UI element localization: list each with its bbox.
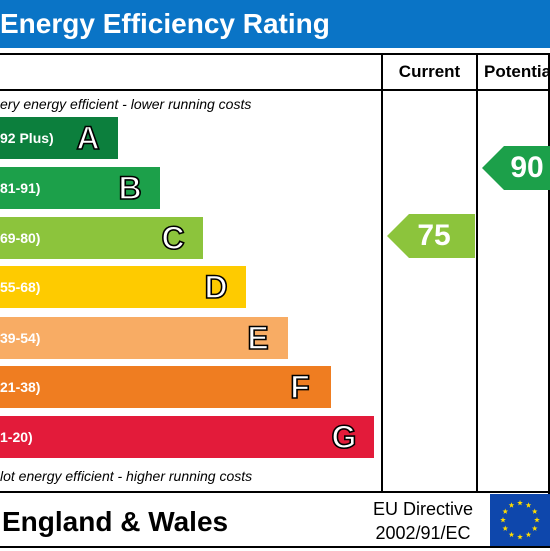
- band-f: 21-38) F: [0, 366, 331, 408]
- bottom-note: lot energy efficient - higher running co…: [0, 468, 253, 484]
- band-d-letter: D: [204, 268, 229, 306]
- eu-star-icon: [531, 508, 538, 514]
- header-divider: [0, 89, 550, 91]
- band-f-range: 21-38): [0, 379, 41, 395]
- band-b-range: 81-91): [0, 180, 41, 196]
- top-note: ery energy efficient - lower running cos…: [0, 96, 252, 112]
- chart-title: Energy Efficiency Rating: [0, 8, 330, 39]
- current-column-divider: [381, 53, 383, 493]
- band-c: 69-80) C: [0, 217, 203, 259]
- band-b-letter: B: [118, 169, 143, 207]
- band-d-range: 55-68): [0, 279, 41, 295]
- rating-frame: [0, 53, 550, 548]
- footer-divider: [0, 491, 550, 493]
- current-column-header: Current: [398, 62, 461, 81]
- current-rating-arrow: [387, 214, 475, 258]
- eu-star-icon: [517, 500, 523, 506]
- eu-directive: EU Directive 2002/91/EC: [364, 497, 482, 545]
- eu-star-icon: [525, 502, 532, 508]
- potential-column-divider: [476, 53, 478, 493]
- band-e-letter: E: [247, 319, 270, 357]
- eu-star-icon: [531, 525, 538, 531]
- band-e: 39-54) E: [0, 317, 288, 359]
- band-g-range: 1-20): [0, 429, 33, 445]
- potential-rating-value: 90: [510, 151, 544, 184]
- eu-star-icon: [525, 531, 532, 538]
- eu-star-icon: [517, 534, 523, 540]
- current-rating-value: 75: [417, 219, 451, 252]
- title-bar: [0, 0, 550, 48]
- band-g-letter: G: [331, 418, 357, 456]
- band-e-range: 39-54): [0, 330, 41, 346]
- band-a-range: 92 Plus): [0, 130, 54, 146]
- band-f-letter: F: [289, 368, 310, 406]
- eu-star-icon: [502, 525, 509, 531]
- eu-star-icon: [508, 502, 515, 508]
- eu-star-icon: [534, 517, 540, 523]
- potential-column-header: Potentia: [484, 62, 550, 81]
- potential-rating-arrow: [482, 146, 550, 190]
- band-g: 1-20) G: [0, 416, 374, 458]
- eu-directive-line1: EU Directive: [372, 499, 474, 519]
- eu-star-icon: [500, 517, 506, 523]
- potential-arrow-shape: [482, 146, 550, 190]
- eu-star-icon: [502, 508, 509, 514]
- band-a-letter: A: [76, 119, 101, 157]
- eu-stars: [500, 500, 540, 540]
- current-arrow-shape: [387, 214, 475, 258]
- band-b: 81-91) B: [0, 167, 160, 209]
- band-c-range: 69-80): [0, 230, 41, 246]
- band-d: 55-68) D: [0, 266, 246, 308]
- eu-directive-line2: 2002/91/EC: [375, 523, 471, 543]
- eu-star-icon: [508, 531, 515, 538]
- eu-flag-icon: [490, 494, 550, 546]
- band-a: 92 Plus) A: [0, 117, 118, 159]
- band-c-letter: C: [161, 219, 186, 257]
- region-label: England & Wales: [2, 506, 229, 537]
